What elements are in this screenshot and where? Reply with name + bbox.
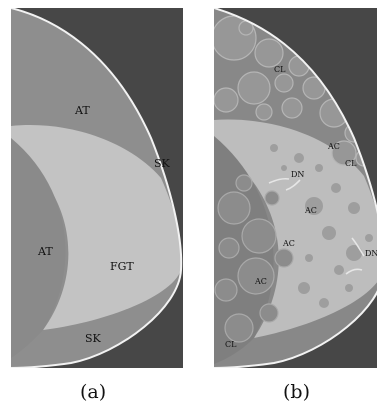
caption-a: (a): [80, 381, 107, 403]
label-at-left: AT: [37, 245, 53, 258]
label-sk-right: SK: [154, 157, 171, 170]
label-ac-middle: AC: [282, 239, 295, 248]
inner-at-region: [11, 138, 66, 358]
panel-a-svg: AT SK AT FGT SK: [11, 8, 183, 368]
label-dn-upper: DN: [291, 170, 304, 179]
label-sk-bottom: SK: [85, 332, 102, 345]
fgt-region: [11, 125, 182, 330]
label-at-top: AT: [74, 104, 90, 117]
panel-b-svg: CL AC CL DN AC AC DN AC CL: [214, 8, 377, 368]
label-ac-center: AC: [304, 206, 317, 215]
label-fgt: FGT: [110, 260, 134, 273]
label-cl-top: CL: [274, 65, 286, 74]
skin-outline: [11, 8, 183, 368]
panel-b-phantom: CL AC CL DN AC AC DN AC CL: [214, 8, 377, 368]
fgt-region: [214, 119, 377, 338]
label-ac-upper-right: AC: [327, 142, 340, 151]
tissue-texture: [214, 15, 377, 364]
label-cl-bottom: CL: [225, 340, 237, 349]
label-cl-right: CL: [345, 159, 357, 168]
caption-b: (b): [283, 381, 310, 403]
panel-a-phantom: AT SK AT FGT SK: [11, 8, 183, 368]
label-ac-lower: AC: [254, 277, 267, 286]
skin-outline: [214, 8, 377, 368]
label-dn-right: DN: [365, 249, 377, 258]
